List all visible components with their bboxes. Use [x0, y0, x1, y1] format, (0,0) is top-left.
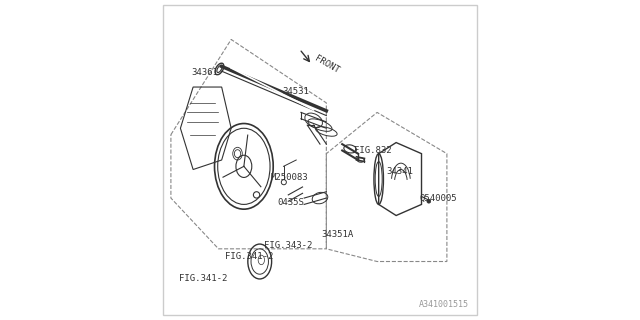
Text: FIG.343-2: FIG.343-2	[264, 241, 313, 250]
Circle shape	[427, 199, 431, 203]
Text: Q540005: Q540005	[420, 194, 458, 203]
Text: FIG.341-2: FIG.341-2	[179, 275, 227, 284]
Text: FRONT: FRONT	[313, 54, 340, 76]
Text: FIG.341-2: FIG.341-2	[225, 252, 273, 261]
Text: 34351A: 34351A	[321, 230, 354, 239]
Text: FIG.832: FIG.832	[354, 146, 392, 155]
Text: M250083: M250083	[271, 173, 308, 182]
Text: 34361: 34361	[191, 68, 218, 77]
Text: A341001515: A341001515	[419, 300, 469, 309]
Text: 34341: 34341	[387, 167, 413, 176]
Text: 0435S: 0435S	[277, 198, 304, 207]
Text: 34531: 34531	[282, 87, 309, 96]
